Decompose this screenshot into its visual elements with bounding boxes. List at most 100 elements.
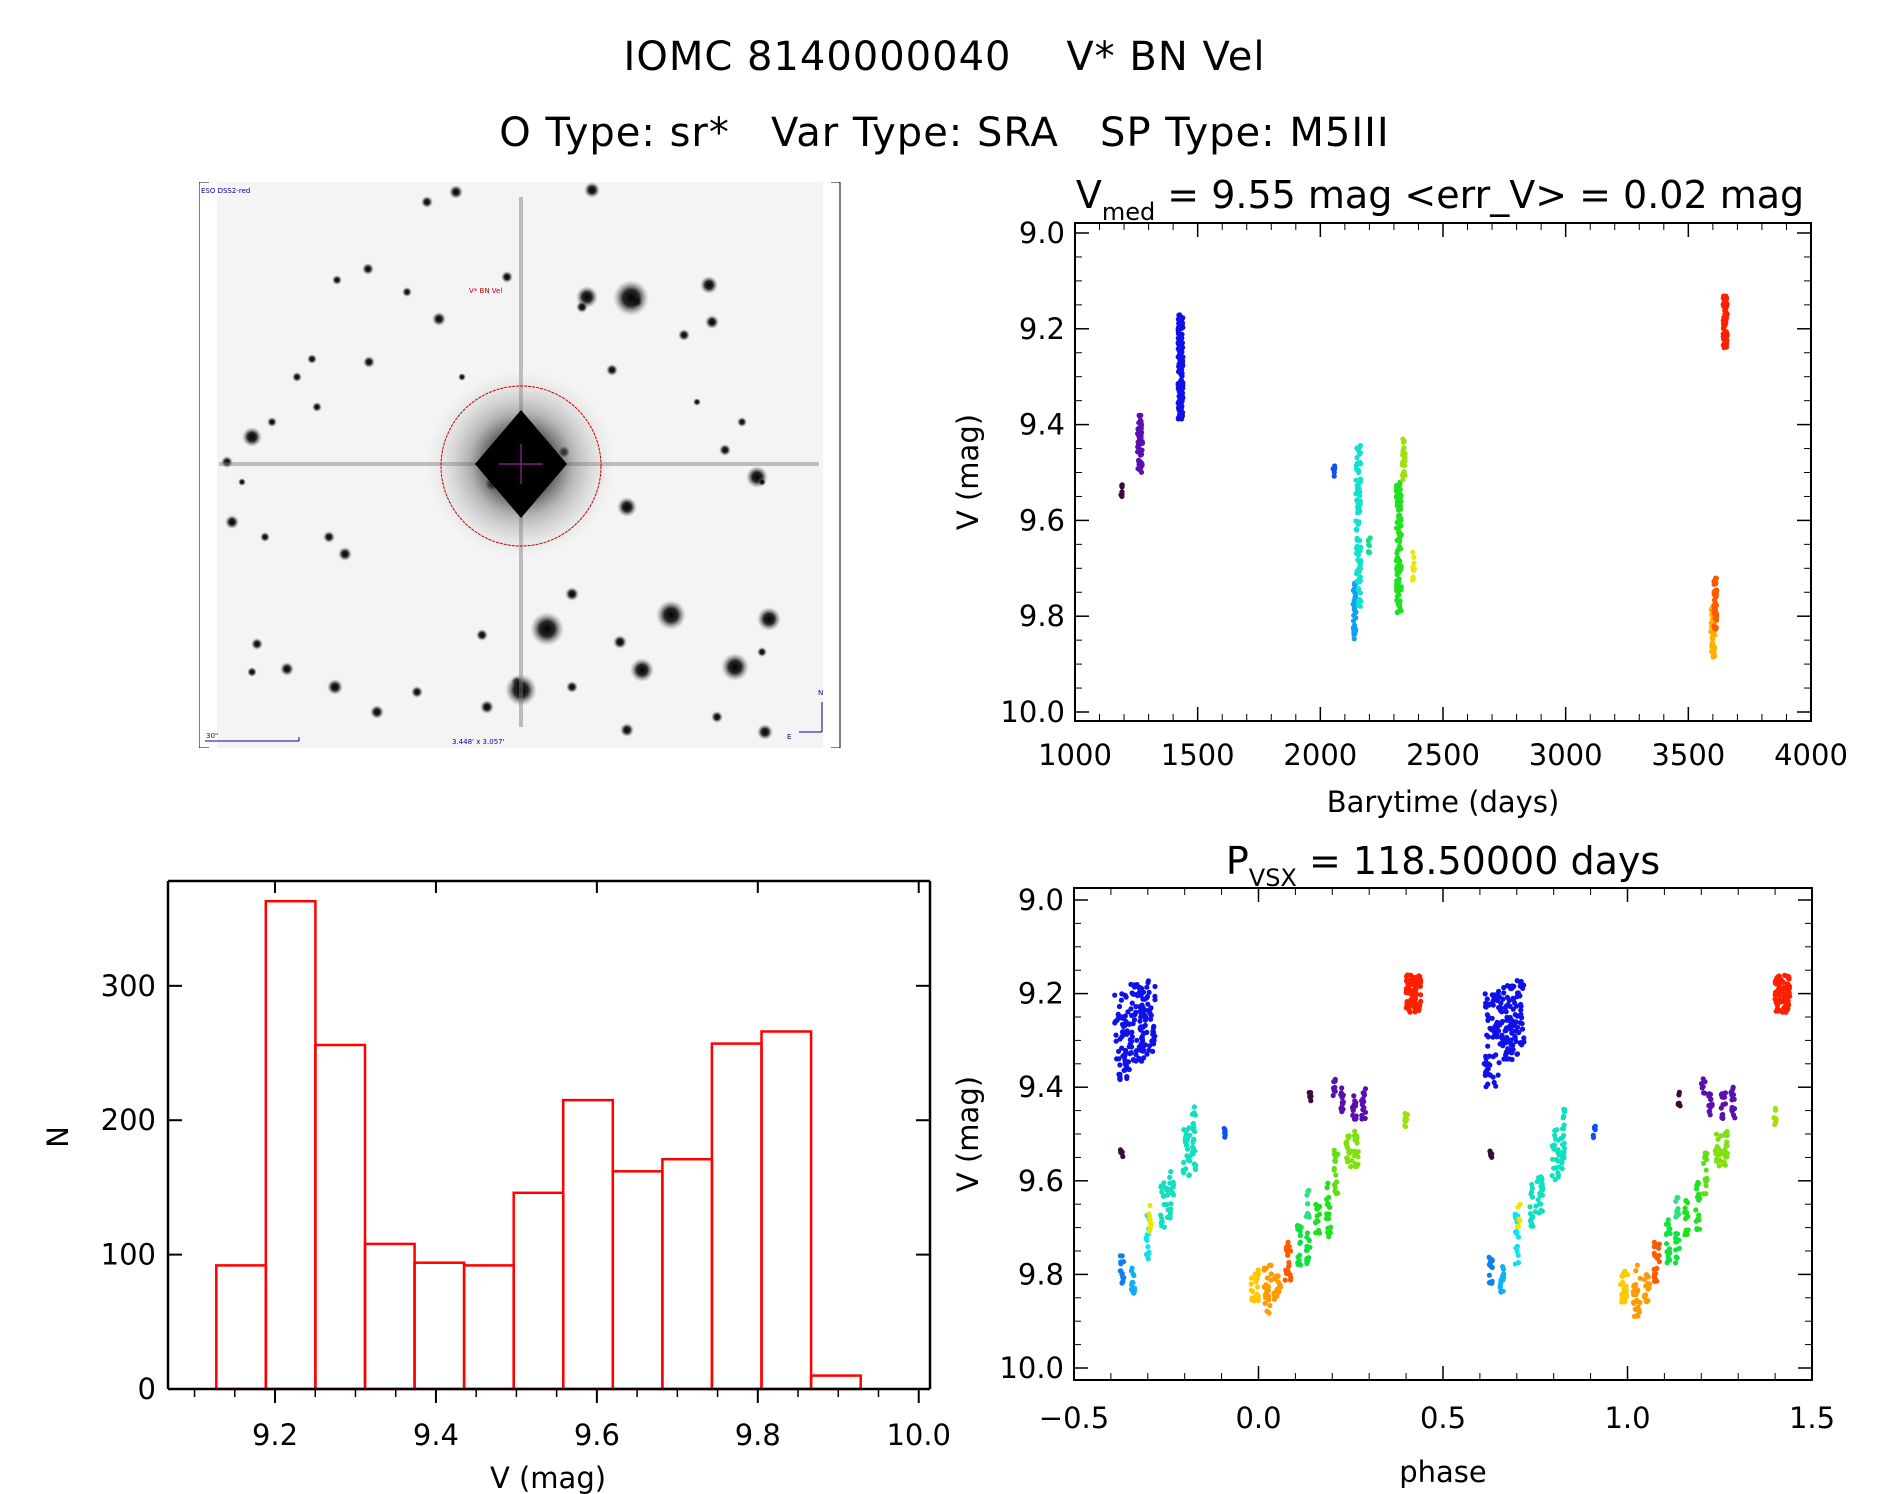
data-point [1651, 1239, 1657, 1245]
data-point [1724, 301, 1730, 307]
data-point [1141, 1047, 1147, 1053]
data-point [1248, 1281, 1254, 1287]
data-point [1772, 980, 1778, 986]
phase-curve-xlabel: phase [1399, 1455, 1487, 1489]
data-point [1518, 1007, 1524, 1013]
data-point [1637, 1275, 1643, 1281]
data-point [1512, 1033, 1518, 1039]
data-point [1482, 1072, 1488, 1078]
data-point [1633, 1282, 1639, 1288]
data-point [1402, 455, 1408, 461]
field-star [721, 653, 749, 681]
data-point [1339, 1092, 1345, 1098]
light-curve-plot: Vmed = 9.55 mag <err_V> = 0.02 mag 1000 1… [951, 173, 1848, 819]
data-point [1119, 482, 1125, 488]
data-point [1773, 1119, 1779, 1125]
field-star [620, 723, 634, 737]
field-star [711, 711, 723, 723]
data-point [1147, 1010, 1153, 1017]
data-point [1416, 1007, 1422, 1014]
light-curve-title-sub: med [1102, 198, 1155, 226]
histogram-xlabel: V (mag) [490, 1461, 606, 1494]
data-point [1723, 329, 1729, 335]
data-point [1315, 1218, 1321, 1224]
data-point [1352, 1163, 1358, 1169]
data-point [1117, 1062, 1123, 1068]
data-point [1560, 1142, 1566, 1148]
data-point [1331, 473, 1337, 479]
data-point [1131, 984, 1138, 990]
data-point [1780, 979, 1786, 985]
data-point [1665, 1217, 1671, 1223]
data-point [1729, 1088, 1735, 1095]
data-point [1138, 990, 1144, 997]
data-point [1539, 1177, 1545, 1183]
data-point [1710, 650, 1716, 657]
data-point [1190, 1121, 1196, 1127]
y-tick-label: 9.8 [1019, 599, 1065, 633]
data-point [1398, 499, 1404, 505]
data-point [1132, 1011, 1138, 1018]
data-point [1636, 1309, 1642, 1315]
data-point [1362, 1115, 1368, 1121]
data-point [1512, 1012, 1518, 1018]
data-point [1130, 1271, 1136, 1277]
data-point [1133, 1052, 1139, 1058]
data-point [1359, 1112, 1365, 1118]
field-star-bright [530, 612, 564, 646]
data-point [1656, 1259, 1662, 1265]
data-point [1395, 602, 1401, 608]
data-point [1408, 1002, 1414, 1008]
data-point [1515, 990, 1521, 996]
data-point [1780, 998, 1786, 1005]
phase-curve-title: PVSX = 118.50000 days [1226, 839, 1660, 892]
data-point [1261, 1265, 1268, 1271]
data-point [1145, 1244, 1151, 1250]
data-point [1357, 459, 1363, 466]
data-point [1532, 1209, 1538, 1215]
data-point [1272, 1275, 1278, 1281]
data-point [1131, 1017, 1138, 1023]
x-tick-label: 1500 [1161, 738, 1235, 772]
data-point [1159, 1219, 1165, 1225]
data-point [1176, 399, 1182, 405]
data-point [1521, 1035, 1527, 1041]
data-point [1306, 1214, 1312, 1220]
data-point [1709, 1101, 1715, 1107]
field-star [421, 196, 433, 208]
data-point [1190, 1127, 1197, 1133]
data-point [1304, 1230, 1311, 1236]
data-point [1400, 436, 1406, 442]
data-point [1179, 331, 1185, 337]
data-point [1702, 1150, 1708, 1156]
data-point [1774, 1002, 1780, 1009]
data-point [1492, 992, 1498, 998]
data-point [1684, 1209, 1690, 1216]
data-point [1152, 983, 1158, 990]
data-point [1124, 1075, 1130, 1081]
data-point [1179, 370, 1185, 376]
data-point [1695, 1194, 1701, 1201]
data-point [1357, 508, 1363, 514]
data-point [1490, 1002, 1496, 1008]
data-point [1248, 1287, 1254, 1293]
light-curve-title-main: V [1076, 173, 1102, 217]
data-point [1722, 339, 1728, 345]
data-point [1135, 431, 1141, 437]
data-point [1393, 494, 1400, 500]
field-star [432, 312, 446, 326]
data-point [1354, 454, 1360, 461]
data-point [1365, 538, 1371, 544]
data-point [1720, 1102, 1726, 1108]
data-point [1715, 1152, 1721, 1158]
data-point [1527, 1204, 1533, 1210]
data-point [1146, 989, 1152, 996]
data-point [1221, 1125, 1227, 1132]
data-point [1120, 1032, 1126, 1038]
data-point [1407, 1009, 1413, 1015]
y-tick-label: 0 [138, 1372, 156, 1406]
data-point [1486, 1272, 1492, 1278]
data-point [1529, 1182, 1535, 1188]
data-point [1165, 1192, 1171, 1198]
field-star [221, 456, 233, 468]
